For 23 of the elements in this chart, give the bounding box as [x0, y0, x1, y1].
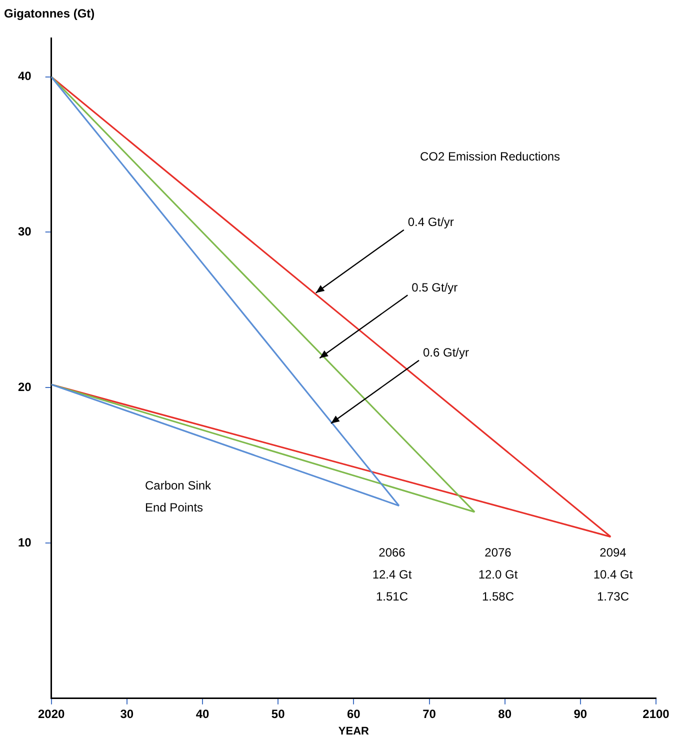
x-tick-label: 50 — [271, 706, 286, 721]
x-tick-label: 70 — [422, 706, 436, 721]
annotation: Carbon Sink End Points — [145, 478, 212, 514]
x-tick-label: 80 — [498, 706, 512, 721]
x-tick-label: 30 — [120, 706, 134, 721]
x-axis-title: YEAR — [338, 725, 370, 738]
annotation: 2076 12.0 Gt 1.58C — [478, 545, 518, 604]
annotation: 0.4 Gt/yr — [408, 215, 454, 230]
annotation: 2094 10.4 Gt 1.73C — [593, 545, 634, 604]
annotation: 0.5 Gt/yr — [412, 280, 458, 294]
x-tick-label: 90 — [574, 706, 588, 721]
annotation: 2066 12.4 Gt 1.51C — [372, 545, 412, 604]
y-tick-label: 40 — [18, 69, 32, 84]
y-tick-label: 10 — [18, 535, 32, 550]
x-tick-label: 2100 — [642, 706, 670, 721]
y-axis-title: Gigatonnes (Gt) — [4, 6, 95, 20]
x-tick-label: 40 — [196, 706, 210, 721]
x-tick-label: 2020 — [38, 706, 66, 721]
x-tick-label: 60 — [346, 706, 361, 721]
annotation: 0.6 Gt/yr — [423, 346, 470, 360]
annotation: CO2 Emission Reductions — [420, 149, 560, 164]
y-tick-label: 20 — [18, 380, 32, 394]
y-tick-label: 30 — [18, 224, 32, 239]
